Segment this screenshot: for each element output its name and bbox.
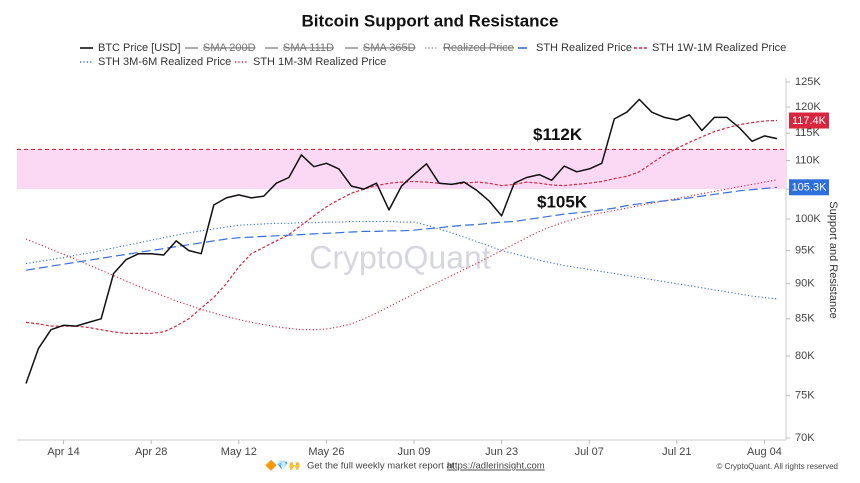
legend-label[interactable]: BTC Price [USD] [98,42,181,54]
series-line [25,186,778,271]
y-tick-label: 75K [795,390,815,402]
end-label-box [789,112,829,129]
legend-label[interactable]: STH 1W-1M Realized Price [652,42,786,54]
footer-text: Get the full weekly market report at [307,461,455,472]
copyright: © CryptoQuant. All rights reserved [717,462,839,471]
x-tick-label: Jun 09 [398,446,431,458]
legend-label[interactable]: STH 1M-3M Realized Price [253,56,386,68]
footer-link[interactable]: https://adlerinsight.com [447,461,545,472]
x-tick-label: Jul 21 [662,446,691,458]
legend-label[interactable]: STH 3M-6M Realized Price [98,56,231,68]
annotation: $112K [533,125,583,144]
legend-label[interactable]: SMA 111D [283,42,334,54]
legend-label[interactable]: SMA 200D [203,42,256,54]
y-tick-label: 70K [795,432,815,444]
y-tick-label: 125K [795,76,821,88]
series-line [25,220,778,300]
support-zone [17,149,786,190]
annotation: $105K [537,193,588,212]
end-label: 117.4K [792,115,827,127]
x-tick-label: May 26 [308,446,344,458]
y-tick-label: 115K [795,127,821,139]
y-axis-title: Support and Resistance [827,201,839,318]
y-tick-label: 110K [795,154,821,166]
watermark: CryptoQuant [309,239,491,275]
y-tick-label: 95K [795,244,815,256]
series-line [25,119,778,334]
x-tick-label: Aug 04 [747,446,782,458]
series-line [25,98,778,384]
chart-title: Bitcoin Support and Resistance [302,11,559,30]
y-tick-label: 120K [795,101,821,113]
end-label: 105.3K [792,182,828,194]
footer-icons: 🔶💎🙌 [265,460,301,472]
x-tick-label: Apr 28 [135,446,167,458]
end-label-box [789,179,829,196]
y-tick-label: 90K [795,278,815,290]
x-tick-label: Jun 23 [485,446,518,458]
legend-label[interactable]: Realized Price [443,42,514,54]
x-tick-label: Apr 14 [47,446,79,458]
y-tick-label: 80K [795,350,815,362]
legend-label[interactable]: STH Realized Price [536,42,632,54]
x-tick-label: Jul 07 [575,446,604,458]
x-tick-label: May 12 [221,446,257,458]
legend-label[interactable]: SMA 365D [363,42,416,54]
y-tick-label: 100K [795,213,821,225]
y-tick-label: 85K [795,313,815,325]
